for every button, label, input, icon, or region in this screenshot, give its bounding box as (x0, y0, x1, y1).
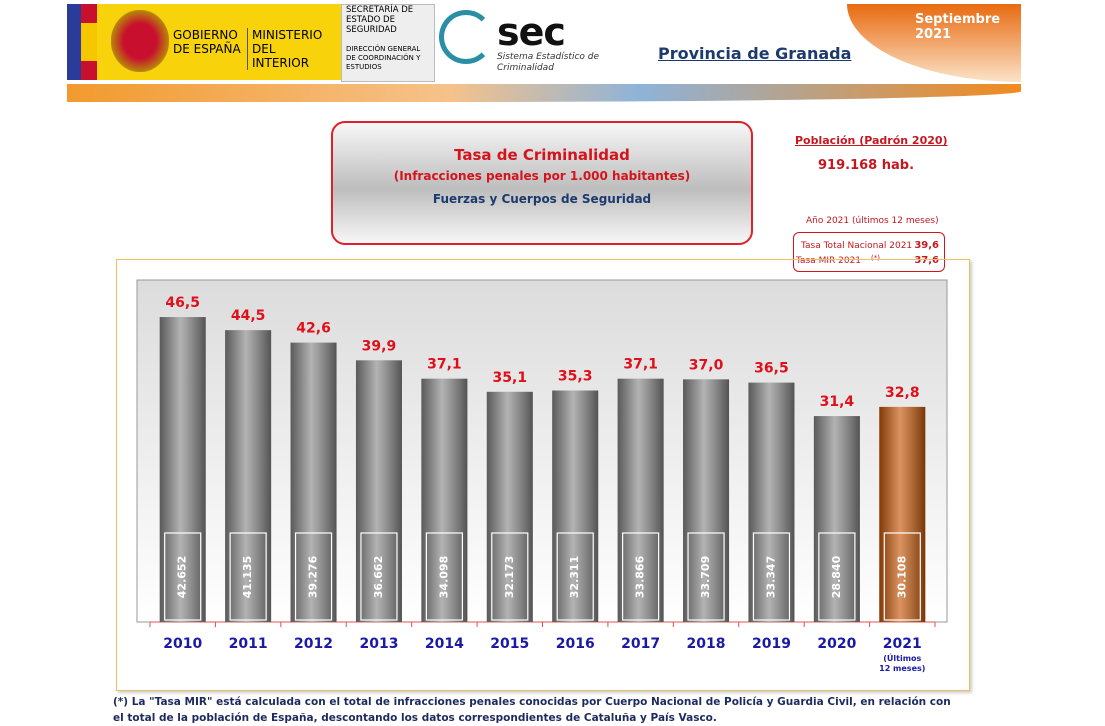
title: Tasa de Criminalidad (454, 146, 630, 164)
value-label: 39,9 (362, 338, 397, 354)
flag-band (81, 4, 97, 80)
x-tick-label: 2012 (294, 636, 333, 652)
x-tick-label: 2011 (229, 636, 268, 652)
count-box (491, 532, 529, 621)
count-label: 28.840 (830, 555, 843, 598)
x-tick-label: 2021 (883, 636, 922, 652)
population-label: Población (Padrón 2020) (795, 134, 948, 147)
period: Año 2021 (últimos 12 meses) (806, 216, 939, 226)
count-box (818, 532, 856, 621)
mir-value: 37,6 (914, 255, 939, 266)
bar-sheen (748, 382, 795, 622)
secretariat-box (341, 4, 435, 82)
value-label: 46,5 (165, 295, 200, 311)
sec-logo: sec (497, 10, 566, 54)
value-label: 36,5 (754, 361, 789, 377)
directorate-text: DIRECCIÓN GENERAL DE COORDINACIÓN Y ESTU… (346, 45, 421, 71)
national-label: Tasa Total Nacional 2021 (801, 241, 913, 251)
value-label: 31,4 (820, 394, 855, 410)
count-label: 32.173 (503, 556, 516, 598)
x-tick-label: 2018 (687, 636, 726, 652)
bar-sheen (355, 360, 402, 622)
count-label: 33.866 (634, 555, 647, 598)
plot-area (136, 279, 948, 623)
header-swoosh (67, 84, 1021, 102)
value-label: 35,1 (493, 370, 528, 386)
count-label: 33.709 (699, 556, 712, 598)
national-value: 39,6 (914, 240, 939, 251)
x-tick-label: 2016 (556, 636, 595, 652)
province-text: Provincia de Granada (658, 44, 852, 63)
bar-sheen (617, 378, 664, 622)
value-label: 37,0 (689, 357, 724, 373)
count-label: 36.662 (372, 556, 385, 598)
count-label: 42.652 (176, 556, 189, 598)
value-label: 37,1 (427, 357, 462, 373)
last-category-note: (Últimos 12 meses) (879, 654, 926, 673)
value-label: 42,6 (296, 321, 331, 337)
bar-sheen (225, 330, 272, 622)
count-label: 33.347 (764, 556, 777, 598)
count-box (752, 532, 791, 621)
count-label: 39.276 (307, 555, 320, 598)
count-box (687, 532, 725, 621)
mir-label: Tasa MIR 2021 (796, 256, 862, 266)
count-box (229, 532, 267, 621)
count-box (425, 532, 463, 621)
x-tick-label: 2020 (817, 636, 856, 652)
coat-of-arms (111, 10, 169, 72)
count-box (556, 532, 594, 621)
x-tick-label: 2015 (490, 636, 529, 652)
bar-sheen (290, 342, 337, 622)
bar-sheen (159, 317, 206, 622)
x-tick-label: 2017 (621, 636, 660, 652)
count-label: 30.108 (895, 556, 908, 598)
chart-frame (116, 259, 970, 691)
subtitle: (Infracciones penales por 1.000 habitant… (393, 169, 691, 183)
count-label: 34.098 (437, 556, 450, 598)
bar-sheen (879, 406, 926, 622)
x-tick-label: 2013 (359, 636, 398, 652)
x-tick-label: 2010 (163, 636, 202, 652)
bar-sheen (813, 416, 860, 622)
title-box: Tasa de Criminalidad (Infracciones penal… (331, 121, 753, 245)
source: Fuerzas y Cuerpos de Seguridad (432, 192, 652, 206)
value-label: 35,3 (558, 369, 593, 385)
x-tick-label: 2019 (752, 636, 791, 652)
count-box (622, 532, 660, 621)
footnote: (*) La "Tasa MIR" está calculada con el … (113, 696, 951, 724)
bar-sheen (552, 390, 599, 622)
bar-sheen (421, 378, 468, 622)
count-box (360, 532, 398, 621)
count-label: 41.135 (241, 556, 254, 598)
population: 919.168 hab. (818, 158, 915, 173)
gov-text: GOBIERNO DE ESPAÑA (173, 28, 241, 56)
bar-sheen (486, 391, 533, 622)
ministry-text: MINISTERIO DEL INTERIOR (247, 28, 332, 70)
header: GOBIERNO DE ESPAÑA MINISTERIO DEL INTERI… (67, 4, 1021, 104)
bar-sheen (683, 379, 730, 622)
date-text: Septiembre 2021 (915, 12, 1001, 42)
sec-system: Sistema Estadístico de Criminalidad (497, 52, 600, 73)
sec-icon (439, 10, 493, 64)
flag-strip (67, 4, 81, 80)
count-box (164, 532, 202, 621)
rates-box: Tasa Total Nacional 2021 39,6 Tasa MIR 2… (793, 232, 945, 272)
count-box (294, 532, 333, 621)
count-box (883, 532, 921, 621)
secretariat-text: SECRETARÍA DE ESTADO DE SEGURIDAD (346, 5, 414, 35)
mir-mark: (*) (871, 254, 880, 262)
value-label: 44,5 (231, 308, 266, 324)
value-label: 37,1 (623, 357, 658, 373)
value-label: 32,8 (885, 385, 920, 401)
count-label: 32.311 (568, 556, 581, 598)
x-tick-label: 2014 (425, 636, 464, 652)
